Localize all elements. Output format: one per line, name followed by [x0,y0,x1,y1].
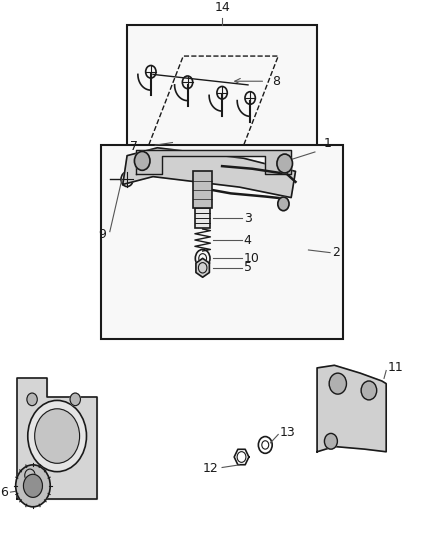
Text: 8: 8 [272,75,280,88]
Polygon shape [317,365,386,452]
Circle shape [35,409,80,463]
Circle shape [24,474,42,497]
Polygon shape [17,378,97,499]
Circle shape [329,373,346,394]
Bar [195,208,210,228]
Text: 11: 11 [388,361,403,374]
Text: 1: 1 [324,138,332,150]
Circle shape [278,197,289,211]
Circle shape [27,393,37,406]
Circle shape [28,400,86,472]
Circle shape [70,393,81,406]
Bar [127,25,317,156]
Circle shape [325,433,337,449]
Bar [193,172,212,208]
Polygon shape [196,259,209,277]
Polygon shape [123,148,296,198]
Circle shape [361,381,377,400]
Text: 2: 2 [332,246,340,259]
Circle shape [16,465,50,507]
Text: 9: 9 [99,228,106,241]
Text: 13: 13 [279,426,295,439]
Circle shape [25,469,35,482]
Circle shape [277,154,293,173]
Polygon shape [136,150,291,174]
Circle shape [134,151,150,171]
Text: 3: 3 [244,212,251,224]
Text: 7: 7 [130,140,138,153]
Text: 5: 5 [244,261,252,274]
Text: 6: 6 [0,486,8,498]
Text: 14: 14 [214,1,230,14]
Text: 10: 10 [244,252,260,265]
Bar [101,145,343,339]
Text: 4: 4 [244,233,251,247]
Text: 12: 12 [203,462,219,475]
